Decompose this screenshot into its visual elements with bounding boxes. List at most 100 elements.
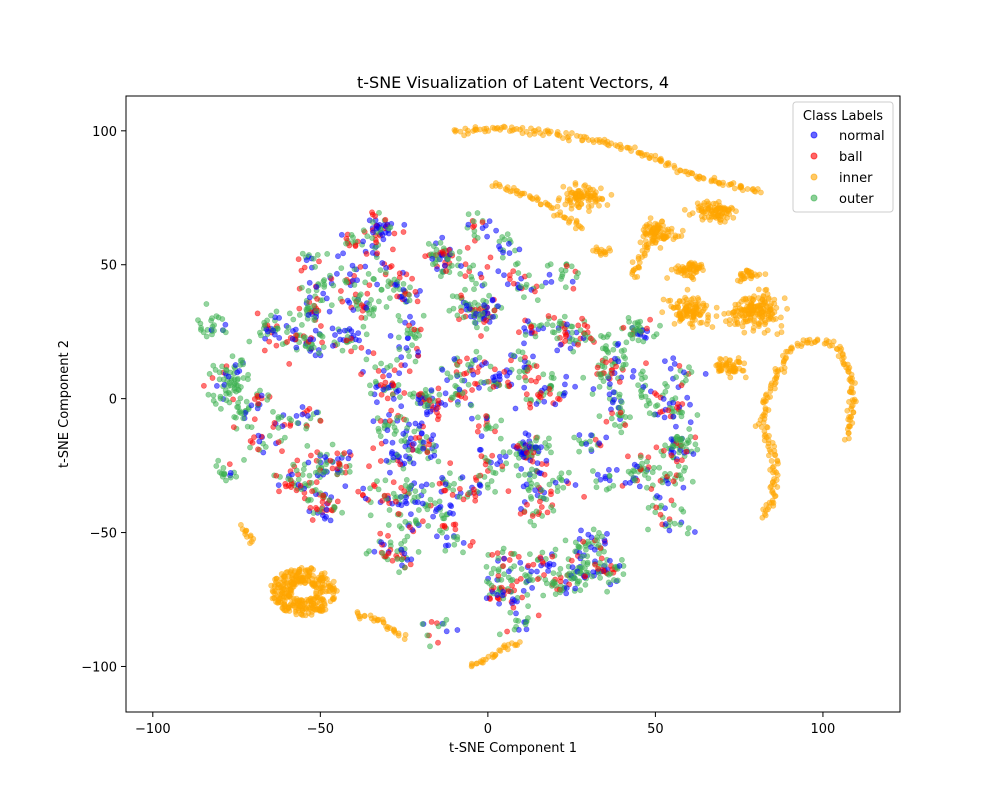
point-normal: [534, 568, 540, 575]
legend-label-ball: ball: [839, 150, 862, 165]
point-outer: [315, 464, 322, 470]
point-outer: [622, 361, 629, 368]
point-inner: [575, 204, 582, 210]
point-inner: [664, 275, 670, 281]
point-ball: [348, 348, 354, 355]
point-normal: [270, 327, 276, 334]
point-ball: [382, 379, 389, 386]
point-inner: [537, 130, 544, 136]
point-outer: [379, 550, 386, 556]
point-inner: [665, 160, 672, 166]
point-inner: [718, 213, 724, 219]
point-outer: [638, 387, 644, 394]
point-ball: [392, 498, 399, 505]
point-outer: [523, 573, 530, 580]
point-normal: [505, 568, 512, 575]
point-normal: [374, 222, 380, 229]
point-outer: [437, 239, 444, 246]
point-outer: [522, 331, 529, 338]
point-normal: [521, 384, 528, 391]
point-outer: [244, 423, 251, 430]
point-ball: [524, 449, 530, 456]
point-outer: [304, 442, 311, 449]
point-normal: [345, 455, 352, 462]
point-outer: [424, 632, 431, 639]
point-normal: [563, 585, 570, 591]
point-normal: [306, 294, 313, 301]
point-ball: [294, 457, 301, 464]
point-outer: [406, 297, 413, 304]
point-normal: [398, 502, 405, 509]
point-ball: [668, 452, 675, 459]
point-outer: [522, 621, 529, 628]
point-outer: [216, 369, 223, 376]
point-outer: [450, 487, 457, 493]
point-ball: [521, 509, 528, 515]
point-ball: [370, 445, 377, 452]
point-normal: [442, 390, 449, 397]
point-ball: [603, 359, 609, 366]
point-inner: [591, 192, 598, 199]
point-ball: [417, 326, 424, 333]
point-outer: [645, 526, 651, 533]
point-normal: [501, 272, 507, 278]
point-outer: [483, 563, 490, 570]
point-outer: [576, 448, 582, 455]
point-normal: [292, 326, 299, 333]
point-outer: [664, 383, 670, 390]
point-outer: [679, 443, 686, 450]
point-outer: [409, 342, 415, 348]
point-normal: [327, 517, 334, 524]
point-normal: [442, 481, 449, 487]
point-outer: [635, 337, 642, 344]
point-ball: [394, 293, 400, 300]
point-outer: [401, 564, 408, 571]
point-ball: [673, 458, 680, 465]
point-ball: [364, 290, 371, 297]
point-outer: [213, 463, 220, 469]
point-ball: [603, 418, 610, 425]
point-outer: [561, 313, 568, 320]
point-outer: [589, 391, 596, 397]
point-outer: [382, 269, 389, 276]
point-outer: [246, 338, 253, 345]
point-normal: [248, 402, 255, 409]
point-normal: [660, 395, 667, 402]
point-normal: [572, 585, 579, 592]
point-outer: [539, 549, 546, 556]
point-outer: [531, 522, 537, 529]
point-outer: [391, 424, 398, 431]
point-inner: [744, 186, 751, 192]
point-outer: [483, 325, 490, 332]
point-normal: [496, 243, 502, 250]
point-outer: [596, 530, 602, 536]
point-ball: [458, 308, 465, 314]
point-outer: [677, 436, 683, 443]
point-outer: [363, 331, 370, 338]
point-ball: [355, 488, 362, 495]
point-outer: [632, 320, 638, 326]
point-outer: [440, 621, 447, 627]
point-outer: [514, 260, 521, 267]
point-outer: [644, 484, 650, 491]
point-outer: [593, 484, 600, 491]
point-normal: [636, 483, 643, 490]
point-outer: [468, 402, 475, 409]
point-normal: [702, 370, 709, 377]
point-ball: [312, 504, 319, 511]
point-normal: [495, 268, 502, 275]
point-outer: [628, 470, 634, 477]
point-outer: [220, 327, 227, 334]
point-outer: [397, 317, 403, 324]
point-normal: [542, 279, 549, 286]
point-ball: [494, 550, 501, 556]
point-inner: [744, 267, 750, 274]
point-outer: [217, 405, 224, 412]
point-outer: [657, 322, 663, 329]
point-outer: [637, 454, 644, 460]
point-outer: [383, 303, 390, 310]
point-ball: [464, 244, 471, 251]
point-outer: [481, 281, 488, 288]
point-ball: [579, 315, 585, 322]
point-outer: [365, 270, 372, 277]
